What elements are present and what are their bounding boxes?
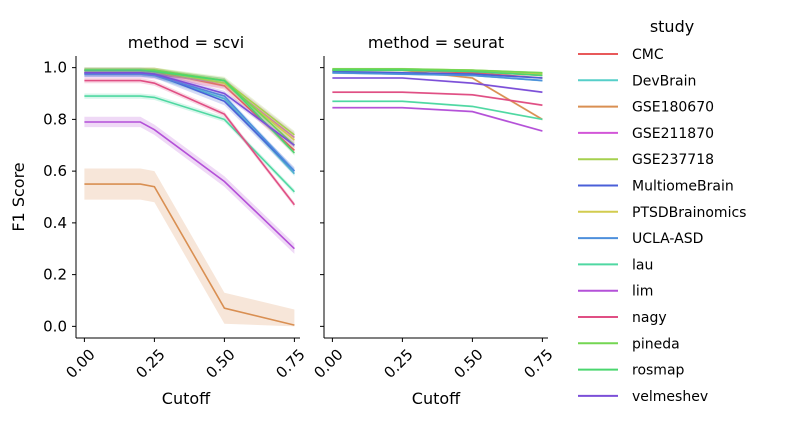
legend-title: study	[650, 17, 694, 36]
x-tick-label-scvi: 0.75	[272, 346, 308, 382]
band-seurat-velmeshev	[332, 77, 543, 94]
legend-label-nagy: nagy	[632, 310, 667, 326]
line-scvi-lim	[84, 121, 295, 250]
x-ticks-scvi: 0.00 0.25 0.50 0.75	[62, 338, 309, 382]
line-scvi-velmeshev	[84, 72, 295, 146]
x-tick-label-scvi: 0.00	[62, 346, 98, 382]
legend-label-velmeshev: velmeshev	[632, 389, 708, 405]
x-ticks-seurat: 0.00 0.25 0.50 0.75	[310, 338, 557, 382]
legend-label-CMC: CMC	[632, 47, 664, 63]
legend: study CMC DevBrain GSE180670 GSE211870 GSE23…	[578, 17, 746, 405]
legend-label-rosmap: rosmap	[632, 363, 685, 379]
y-ticks-seurat	[320, 67, 324, 327]
legend-label-GSE237718: GSE237718	[632, 152, 714, 168]
line-seurat-lim	[332, 106, 543, 132]
band-scvi-rosmap	[84, 67, 295, 156]
line-scvi-GSE180670	[84, 183, 295, 326]
line-seurat-lau	[332, 100, 543, 121]
band-scvi-velmeshev	[84, 70, 295, 148]
line-seurat-velmeshev	[332, 77, 543, 93]
band-scvi-MultiomeBrain	[84, 68, 295, 175]
line-scvi-UCLA-ASD	[84, 73, 295, 172]
legend-label-PTSDBrainomics: PTSDBrainomics	[632, 205, 746, 221]
line-scvi-rosmap	[84, 69, 295, 154]
legend-items: CMC DevBrain GSE180670 GSE211870 GSE237718 Mu…	[578, 47, 746, 405]
line-scvi-nagy	[84, 79, 296, 206]
panel-title-scvi: method = scvi	[128, 33, 244, 52]
legend-label-MultiomeBrain: MultiomeBrain	[632, 179, 734, 195]
x-axis-label-scvi: Cutoff	[162, 389, 211, 408]
line-seurat-nagy	[332, 91, 543, 106]
y-tick-label-scvi: 0.2	[43, 266, 67, 284]
panel-seurat: method = seurat 0.00 0.25 0.50 0.75 Cutoff	[310, 33, 556, 408]
legend-label-DevBrain: DevBrain	[632, 73, 696, 89]
y-tick-label-scvi: 1.0	[43, 59, 67, 77]
legend-label-UCLA-ASD: UCLA-ASD	[632, 231, 703, 247]
x-tick-label-seurat: 0.75	[520, 346, 556, 382]
y-tick-label-scvi: 0.4	[43, 214, 67, 232]
x-tick-label-seurat: 0.50	[450, 346, 486, 382]
series-group-scvi	[84, 67, 296, 327]
legend-label-GSE180670: GSE180670	[632, 100, 714, 116]
y-tick-label-scvi: 0.6	[43, 162, 67, 180]
x-tick-label-seurat: 0.00	[310, 346, 346, 382]
line-scvi-lau	[84, 95, 295, 193]
panel-scvi: method = scvi 0.0 0.2 0.4 0.6 0.8 1.0 0.00 0.2…	[9, 33, 309, 408]
line-seurat-pineda	[332, 68, 543, 74]
line-seurat-UCLA-ASD	[332, 72, 543, 82]
x-tick-label-scvi: 0.25	[132, 346, 168, 382]
panel-title-seurat: method = seurat	[368, 33, 504, 52]
legend-label-lim: lim	[632, 284, 653, 300]
legend-label-GSE211870: GSE211870	[632, 126, 714, 142]
band-seurat-lim	[332, 106, 543, 133]
y-axis-label: F1 Score	[9, 162, 28, 231]
legend-label-lau: lau	[632, 257, 653, 273]
x-tick-label-scvi: 0.50	[202, 346, 238, 382]
y-tick-label-scvi: 0.8	[43, 110, 67, 128]
band-scvi-pineda	[84, 67, 295, 148]
y-ticks-scvi: 0.0 0.2 0.4 0.6 0.8 1.0	[43, 59, 76, 335]
line-seurat-rosmap	[332, 69, 543, 77]
x-tick-label-seurat: 0.25	[380, 346, 416, 382]
legend-label-pineda: pineda	[632, 336, 680, 352]
line-seurat-MultiomeBrain	[332, 70, 543, 79]
y-tick-label-scvi: 0.0	[43, 317, 67, 335]
series-group-seurat	[332, 67, 543, 133]
x-axis-label-seurat: Cutoff	[412, 389, 461, 408]
